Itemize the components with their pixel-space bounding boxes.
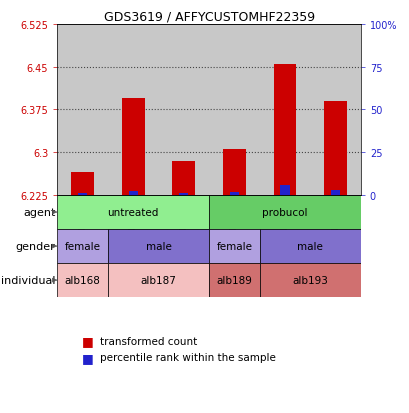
Bar — [259, 263, 360, 297]
Bar — [172, 161, 195, 195]
Bar — [273, 64, 296, 195]
Text: female: female — [65, 242, 101, 252]
Bar — [57, 263, 108, 297]
Text: probucol: probucol — [262, 208, 307, 218]
Bar — [280, 185, 289, 195]
Bar — [108, 230, 209, 263]
Text: female: female — [216, 242, 252, 252]
Bar — [209, 230, 259, 263]
Text: alb189: alb189 — [216, 275, 252, 285]
Bar — [78, 194, 87, 195]
Text: alb187: alb187 — [140, 275, 176, 285]
Text: male: male — [145, 242, 171, 252]
Bar — [330, 191, 339, 195]
Bar — [259, 230, 360, 263]
Text: male: male — [297, 242, 322, 252]
Text: transformed count: transformed count — [100, 336, 197, 346]
Text: ■: ■ — [82, 351, 94, 364]
Text: agent: agent — [23, 208, 55, 218]
Bar — [209, 195, 360, 230]
Bar — [108, 263, 209, 297]
Bar — [121, 99, 144, 195]
Text: alb193: alb193 — [292, 275, 327, 285]
Text: percentile rank within the sample: percentile rank within the sample — [100, 352, 276, 362]
Text: individual: individual — [1, 275, 55, 285]
Title: GDS3619 / AFFYCUSTOMHF22359: GDS3619 / AFFYCUSTOMHF22359 — [103, 11, 314, 24]
Bar — [179, 194, 188, 195]
Bar — [71, 173, 94, 195]
Bar — [128, 192, 137, 195]
Bar — [324, 102, 346, 195]
Text: gender: gender — [16, 242, 55, 252]
Bar — [57, 230, 108, 263]
Text: untreated: untreated — [107, 208, 159, 218]
Bar — [57, 195, 209, 230]
Bar — [222, 150, 245, 195]
Bar — [229, 193, 238, 195]
Text: ■: ■ — [82, 334, 94, 347]
Bar — [209, 263, 259, 297]
Text: alb168: alb168 — [65, 275, 100, 285]
